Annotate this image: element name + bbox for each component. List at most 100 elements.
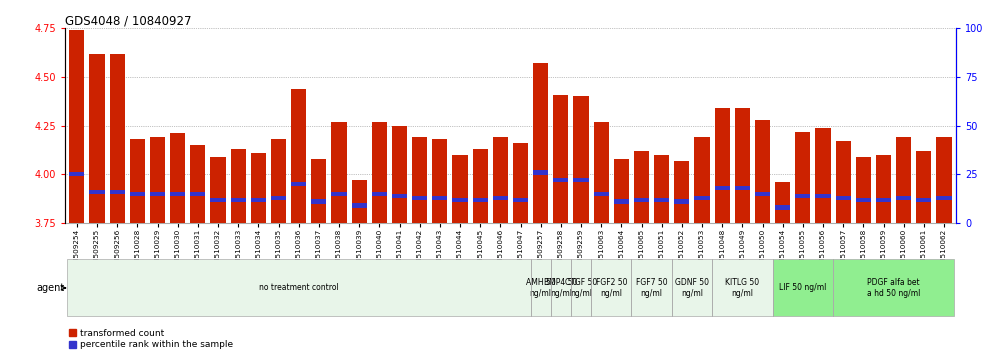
Bar xyxy=(671,259,712,316)
Bar xyxy=(493,137,508,223)
Bar xyxy=(452,155,467,223)
Bar xyxy=(856,198,871,202)
Bar xyxy=(150,137,165,223)
Bar xyxy=(67,259,531,316)
Bar xyxy=(291,88,306,223)
Bar xyxy=(775,205,790,210)
Bar xyxy=(591,259,631,316)
Bar xyxy=(271,195,286,200)
Bar xyxy=(936,195,951,200)
Bar xyxy=(712,259,773,316)
Legend: transformed count, percentile rank within the sample: transformed count, percentile rank withi… xyxy=(70,329,233,349)
Bar xyxy=(190,192,205,196)
Bar xyxy=(574,96,589,223)
Bar xyxy=(352,180,367,223)
Bar xyxy=(816,194,831,198)
Bar xyxy=(312,199,327,204)
Bar xyxy=(129,139,144,223)
Bar xyxy=(796,194,811,198)
Bar xyxy=(129,192,144,196)
Bar xyxy=(452,198,467,202)
Bar xyxy=(210,157,225,223)
Bar xyxy=(674,161,689,223)
Bar xyxy=(332,122,347,223)
Bar xyxy=(513,198,528,202)
Bar xyxy=(571,259,591,316)
Bar xyxy=(836,195,851,200)
Bar xyxy=(876,198,891,202)
Text: agent: agent xyxy=(36,283,65,293)
Bar xyxy=(531,259,551,316)
Bar xyxy=(775,182,790,223)
Bar xyxy=(916,151,931,223)
Bar xyxy=(432,139,447,223)
Bar xyxy=(372,122,386,223)
Bar xyxy=(392,126,407,223)
Bar xyxy=(170,133,185,223)
Bar xyxy=(833,259,954,316)
Bar xyxy=(634,198,649,202)
Bar xyxy=(190,145,205,223)
Bar xyxy=(90,190,105,194)
Bar xyxy=(513,143,528,223)
Bar xyxy=(674,199,689,204)
Bar xyxy=(634,151,649,223)
Bar xyxy=(473,198,488,202)
Bar xyxy=(796,132,811,223)
Text: GDNF 50
ng/ml: GDNF 50 ng/ml xyxy=(675,278,709,298)
Bar xyxy=(352,203,367,208)
Text: GDS4048 / 10840927: GDS4048 / 10840927 xyxy=(65,14,191,27)
Bar xyxy=(614,199,628,204)
Text: PDGF alfa bet
a hd 50 ng/ml: PDGF alfa bet a hd 50 ng/ml xyxy=(867,278,920,298)
Bar xyxy=(473,149,488,223)
Bar xyxy=(654,155,669,223)
Bar xyxy=(896,195,911,200)
Bar xyxy=(332,192,347,196)
Bar xyxy=(755,192,770,196)
Bar xyxy=(372,192,386,196)
Bar xyxy=(493,195,508,200)
Bar xyxy=(271,139,286,223)
Bar xyxy=(694,195,709,200)
Bar xyxy=(594,192,609,196)
Bar xyxy=(773,259,833,316)
Bar xyxy=(715,108,730,223)
Bar xyxy=(574,178,589,182)
Bar xyxy=(554,95,569,223)
Bar xyxy=(755,120,770,223)
Bar xyxy=(170,192,185,196)
Bar xyxy=(150,192,165,196)
Bar xyxy=(312,159,327,223)
Bar xyxy=(936,137,951,223)
Bar xyxy=(836,141,851,223)
Bar xyxy=(856,157,871,223)
Bar xyxy=(412,195,427,200)
Bar xyxy=(70,30,85,223)
Bar xyxy=(631,259,671,316)
Bar xyxy=(735,108,750,223)
Bar xyxy=(110,53,124,223)
Bar xyxy=(90,53,105,223)
Bar xyxy=(533,63,548,223)
Bar xyxy=(654,198,669,202)
Bar xyxy=(70,172,85,177)
Bar xyxy=(231,149,246,223)
Text: AMH 50
ng/ml: AMH 50 ng/ml xyxy=(526,278,556,298)
Bar xyxy=(876,155,891,223)
Bar xyxy=(432,195,447,200)
Bar xyxy=(694,137,709,223)
Bar xyxy=(533,170,548,175)
Bar xyxy=(392,194,407,198)
Text: CTGF 50
ng/ml: CTGF 50 ng/ml xyxy=(565,278,598,298)
Bar xyxy=(251,153,266,223)
Bar xyxy=(210,198,225,202)
Bar xyxy=(551,259,571,316)
Text: no treatment control: no treatment control xyxy=(259,284,339,292)
Bar xyxy=(594,122,609,223)
Bar xyxy=(735,186,750,190)
Bar xyxy=(896,137,911,223)
Text: LIF 50 ng/ml: LIF 50 ng/ml xyxy=(779,284,827,292)
Bar xyxy=(614,159,628,223)
Bar xyxy=(110,190,124,194)
Text: FGF7 50
ng/ml: FGF7 50 ng/ml xyxy=(635,278,667,298)
